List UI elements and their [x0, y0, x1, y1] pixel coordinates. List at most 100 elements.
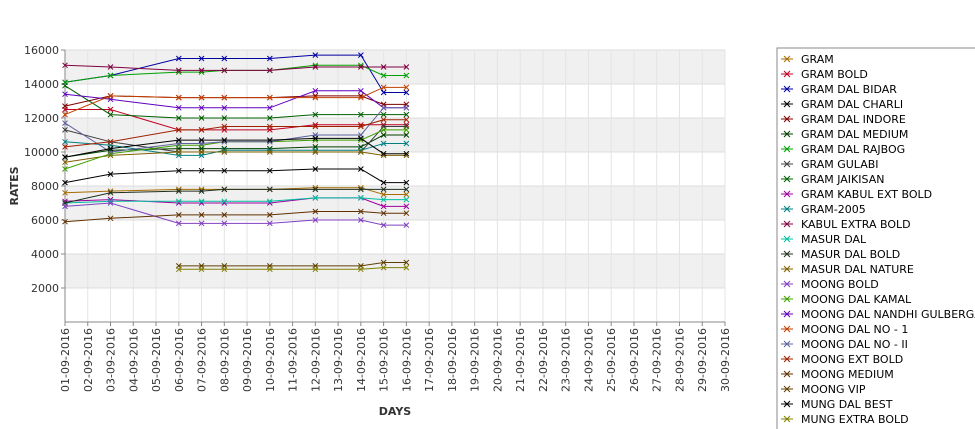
legend-label: MASUR DAL — [801, 233, 867, 246]
series-kabul-extra-bold — [62, 62, 410, 74]
data-point — [175, 137, 182, 143]
legend-item: MASUR DAL BOLD — [781, 248, 900, 261]
data-point — [221, 55, 228, 62]
data-point — [107, 171, 114, 177]
data-point — [358, 64, 364, 70]
data-point — [312, 111, 319, 118]
data-point — [62, 189, 68, 196]
legend-marker — [783, 280, 791, 288]
legend-label: MOONG MEDIUM — [801, 368, 894, 381]
series-moong-bold — [62, 200, 410, 228]
data-point — [266, 67, 273, 74]
legend-item: MOONG DAL NANDHI GULBERGA — [781, 308, 975, 321]
legend-item: GRAM DAL CHARLI — [781, 98, 903, 111]
data-point — [266, 115, 273, 121]
data-point — [175, 149, 182, 155]
data-point — [312, 208, 319, 215]
data-point — [380, 259, 387, 266]
legend-marker — [783, 295, 791, 303]
legend-item: MOONG MEDIUM — [781, 368, 894, 381]
series-lines — [62, 52, 410, 273]
legend-item: GRAM DAL MEDIUM — [781, 128, 908, 141]
data-point — [380, 203, 387, 210]
legend-item: MUNG DAL BEST — [781, 398, 893, 411]
data-point — [221, 266, 228, 273]
data-point — [403, 264, 410, 271]
data-point — [403, 196, 410, 203]
data-point — [358, 149, 364, 155]
data-point — [358, 266, 364, 273]
data-point — [312, 87, 319, 94]
x-tick-label: 27-09-2016 — [651, 328, 664, 392]
data-point — [175, 104, 182, 111]
data-point — [198, 115, 205, 121]
series-line — [64, 119, 407, 148]
data-point — [403, 64, 410, 70]
data-point — [175, 188, 182, 194]
data-point — [403, 210, 410, 217]
data-point — [62, 138, 68, 145]
data-point — [62, 103, 68, 109]
x-tick-label: 18-09-2016 — [446, 328, 459, 392]
series-line — [178, 267, 407, 270]
data-point — [312, 266, 319, 273]
data-point — [221, 137, 228, 143]
legend-label: GRAM DAL RAJBOG — [801, 143, 905, 156]
x-tick-label: 05-09-2016 — [150, 328, 163, 392]
data-point — [312, 149, 319, 155]
data-point — [175, 220, 182, 227]
x-tick-label: 30-09-2016 — [719, 328, 732, 392]
data-point — [403, 179, 410, 186]
legend-label: KABUL EXTRA BOLD — [801, 218, 911, 231]
x-tick-label: 28-09-2016 — [673, 328, 686, 392]
legend-marker — [783, 100, 791, 108]
x-tick-label: 14-09-2016 — [355, 328, 368, 392]
legend-item: GRAM DAL BIDAR — [781, 83, 897, 96]
series-line — [178, 262, 407, 267]
data-point — [380, 64, 387, 70]
data-point — [358, 94, 364, 101]
legend-label: MASUR DAL BOLD — [801, 248, 900, 261]
legend-item: MOONG DAL NO - 1 — [781, 323, 908, 336]
series-line — [64, 64, 407, 71]
legend-item: MUNG EXTRA BOLD — [781, 413, 909, 426]
data-point — [107, 200, 114, 206]
legend-label: GRAM DAL CHARLI — [801, 98, 903, 111]
data-point — [312, 64, 319, 70]
series-line — [64, 211, 407, 223]
x-tick-label: 29-09-2016 — [696, 328, 709, 392]
legend-marker — [783, 190, 791, 198]
series-line — [64, 197, 407, 204]
series-masur-dal — [62, 195, 410, 206]
data-point — [62, 179, 68, 186]
series-line — [64, 137, 407, 158]
data-point — [175, 266, 182, 273]
data-point — [221, 149, 228, 155]
data-point — [62, 203, 68, 210]
legend-item: MOONG DAL KAMAL — [781, 293, 912, 306]
x-tick-label: 21-09-2016 — [514, 328, 527, 392]
data-point — [198, 188, 205, 194]
data-point — [62, 166, 68, 172]
data-point — [312, 166, 319, 172]
data-point — [358, 111, 364, 118]
data-point — [198, 67, 205, 74]
legend-marker — [783, 160, 791, 168]
data-point — [198, 167, 205, 174]
data-point — [403, 222, 410, 228]
data-point — [312, 52, 319, 58]
data-point — [198, 266, 205, 273]
data-point — [358, 52, 364, 58]
data-point — [107, 93, 114, 99]
data-point — [380, 104, 387, 111]
series-moong-ext-bold — [62, 116, 410, 150]
legend-item: MASUR DAL — [781, 233, 867, 246]
series-moong-dal-no-1 — [62, 84, 410, 118]
data-point — [380, 127, 387, 133]
series-gram-dal-charli — [62, 166, 410, 186]
x-axis-ticks: 01-09-2016 02-09-2016 03-09-2016 04-09-2016… — [59, 322, 732, 392]
data-point — [403, 84, 410, 91]
data-point — [266, 149, 273, 155]
data-point — [62, 144, 68, 150]
x-tick-label: 13-09-2016 — [332, 328, 345, 392]
